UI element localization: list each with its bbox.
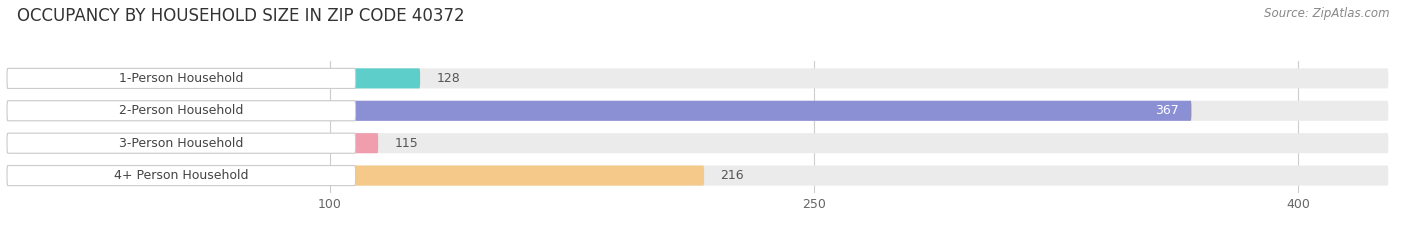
FancyBboxPatch shape xyxy=(7,101,1191,121)
FancyBboxPatch shape xyxy=(7,101,1388,121)
Text: 4+ Person Household: 4+ Person Household xyxy=(114,169,249,182)
FancyBboxPatch shape xyxy=(7,68,356,89)
FancyBboxPatch shape xyxy=(7,101,356,121)
Text: 216: 216 xyxy=(720,169,744,182)
Text: 128: 128 xyxy=(436,72,460,85)
FancyBboxPatch shape xyxy=(7,133,1388,153)
Text: 2-Person Household: 2-Person Household xyxy=(120,104,243,117)
FancyBboxPatch shape xyxy=(7,68,1388,89)
Text: 1-Person Household: 1-Person Household xyxy=(120,72,243,85)
FancyBboxPatch shape xyxy=(7,165,356,186)
Text: 367: 367 xyxy=(1154,104,1178,117)
FancyBboxPatch shape xyxy=(7,165,704,186)
FancyBboxPatch shape xyxy=(7,68,420,89)
Text: OCCUPANCY BY HOUSEHOLD SIZE IN ZIP CODE 40372: OCCUPANCY BY HOUSEHOLD SIZE IN ZIP CODE … xyxy=(17,7,464,25)
FancyBboxPatch shape xyxy=(7,165,1388,186)
FancyBboxPatch shape xyxy=(7,133,378,153)
Text: 3-Person Household: 3-Person Household xyxy=(120,137,243,150)
Text: 115: 115 xyxy=(394,137,418,150)
Text: Source: ZipAtlas.com: Source: ZipAtlas.com xyxy=(1264,7,1389,20)
FancyBboxPatch shape xyxy=(7,133,356,153)
